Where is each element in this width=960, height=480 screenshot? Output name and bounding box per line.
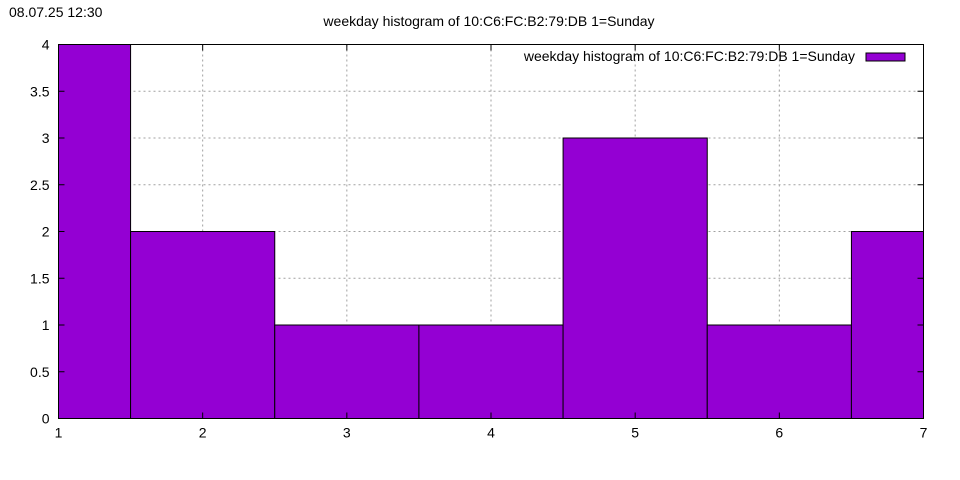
histogram-bar <box>562 137 708 419</box>
y-tick-label: 1.5 <box>30 270 50 286</box>
x-tick-label: 2 <box>199 425 207 441</box>
y-tick-label: 1 <box>42 317 50 333</box>
histogram-bar <box>274 324 420 419</box>
x-tick-label: 3 <box>343 425 351 441</box>
legend: weekday histogram of 10:C6:FC:B2:79:DB 1… <box>523 48 906 64</box>
y-tick-label: 0 <box>42 411 50 427</box>
y-tick-label: 0.5 <box>30 364 50 380</box>
timestamp: 08.07.25 12:30 <box>9 4 103 20</box>
y-tick-label: 3 <box>42 130 50 146</box>
plot-border <box>58 44 924 419</box>
axes: 0 0.5 1 1.5 2 2.5 3 3.5 4 1 2 3 4 5 6 7 <box>30 37 928 441</box>
histogram-bar <box>58 44 132 419</box>
histogram-bar <box>850 231 925 419</box>
legend-label: weekday histogram of 10:C6:FC:B2:79:DB 1… <box>523 48 855 64</box>
x-tick-label: 6 <box>775 425 783 441</box>
histogram-bar <box>418 324 564 419</box>
y-tick-label: 2 <box>42 224 50 240</box>
chart-title: weekday histogram of 10:C6:FC:B2:79:DB 1… <box>322 13 654 29</box>
y-tick-label: 3.5 <box>30 83 50 99</box>
histogram-bar <box>130 231 276 419</box>
y-tick-label: 4 <box>42 37 50 53</box>
x-tick-label: 5 <box>631 425 639 441</box>
bars <box>58 44 925 419</box>
x-tick-label: 4 <box>487 425 495 441</box>
y-tick-label: 2.5 <box>30 177 50 193</box>
x-tick-label: 7 <box>920 425 928 441</box>
legend-swatch <box>865 52 906 62</box>
histogram-bar <box>706 324 852 419</box>
x-tick-label: 1 <box>55 425 63 441</box>
